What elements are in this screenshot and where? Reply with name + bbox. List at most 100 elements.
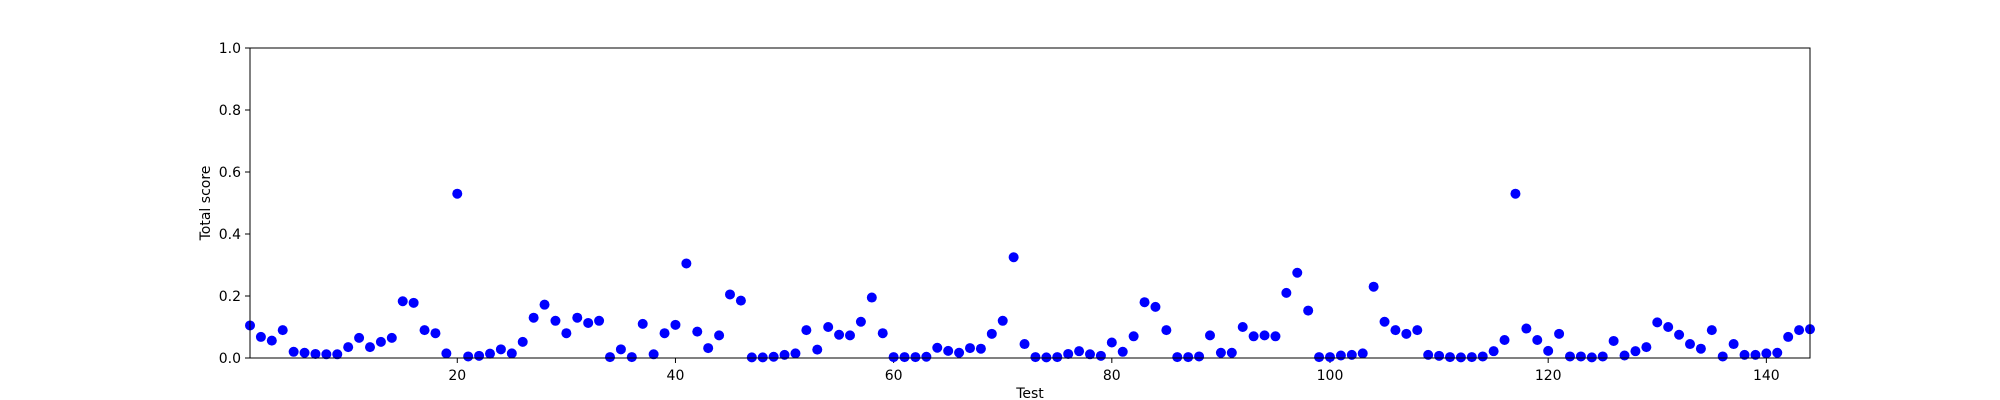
data-point [1248,331,1259,342]
data-point [1412,325,1423,336]
data-point [1783,331,1794,342]
data-point [801,325,812,336]
data-point [1150,301,1161,312]
data-point [463,351,474,362]
data-point [1292,267,1303,278]
x-tick-label: 60 [885,368,903,384]
data-point [1695,343,1706,354]
plot-frame [249,47,1811,359]
data-point [1226,347,1237,358]
data-point [1565,351,1575,362]
data-point [921,351,932,362]
data-point [899,352,910,363]
data-point [932,342,943,353]
data-point [343,342,354,353]
data-point [1445,352,1455,363]
data-point [725,289,735,300]
data-point [1161,325,1172,336]
data-point [637,318,648,329]
data-point [910,352,921,363]
data-point [681,258,692,269]
x-axis-ticks: 20 40 60 80 100 120 140 [448,358,1780,384]
data-point [1532,335,1543,346]
y-axis-ticks: 0.0 0.2 0.4 0.6 0.8 1.0 [219,41,250,367]
data-point [539,299,550,310]
data-point [790,348,801,359]
data-point [561,328,572,339]
data-point [954,347,965,358]
data-point [1030,352,1041,363]
data-point [288,346,299,357]
data-point [1423,349,1434,360]
data-point [1630,346,1641,357]
data-point [255,331,266,342]
data-point [1205,330,1215,341]
data-point [1728,339,1739,350]
data-point [834,329,845,340]
data-point [1019,339,1030,350]
y-tick-label: 1.0 [219,41,241,57]
x-tick-label: 120 [1535,368,1562,384]
data-point [452,188,463,199]
data-point [1215,347,1226,358]
data-point [986,328,997,339]
data-point [1499,335,1510,346]
data-point [1314,352,1325,363]
x-tick-label: 20 [448,368,466,384]
data-point [943,345,954,356]
data-point [321,349,332,360]
data-point [1237,322,1248,332]
data-point [626,352,637,363]
data-point [735,295,746,306]
data-point [888,352,899,363]
data-point [430,328,441,339]
y-tick-label: 0.4 [219,227,241,243]
data-point [1674,329,1685,340]
data-point [354,332,365,343]
data-point [1772,347,1783,358]
data-point [1641,342,1652,353]
data-points [245,188,1815,363]
data-point [1183,352,1194,363]
data-point [703,343,714,354]
data-point [1663,322,1674,332]
data-point [517,336,528,347]
data-point [779,349,790,360]
data-point [1368,281,1379,292]
data-point [1106,337,1117,348]
data-point [1706,325,1717,336]
data-point [823,322,834,332]
data-point [1597,351,1608,362]
data-point [659,328,670,339]
data-point [397,296,408,307]
data-point [648,349,659,360]
data-point [495,344,506,355]
x-tick-label: 100 [1317,368,1344,384]
data-point [1346,349,1357,360]
data-point [419,325,430,336]
data-point [1063,348,1074,359]
data-point [1379,316,1390,327]
data-point [506,348,517,359]
data-point [485,348,495,359]
data-point [1510,188,1521,199]
data-point [605,352,615,363]
data-point [1270,331,1281,342]
data-point [1477,351,1488,362]
data-point [1717,351,1728,362]
data-point [1685,339,1695,350]
data-point [1652,317,1663,328]
data-point [528,312,539,323]
data-point [594,315,605,326]
data-point [1521,323,1532,334]
data-point [299,347,310,358]
x-tick-label: 80 [1103,368,1121,384]
data-point [1008,252,1019,263]
data-point [441,348,452,359]
data-point [583,317,594,328]
data-point [1095,350,1106,361]
x-axis-title: Test [1015,386,1044,400]
data-point [1466,352,1477,363]
data-point [1390,325,1401,336]
